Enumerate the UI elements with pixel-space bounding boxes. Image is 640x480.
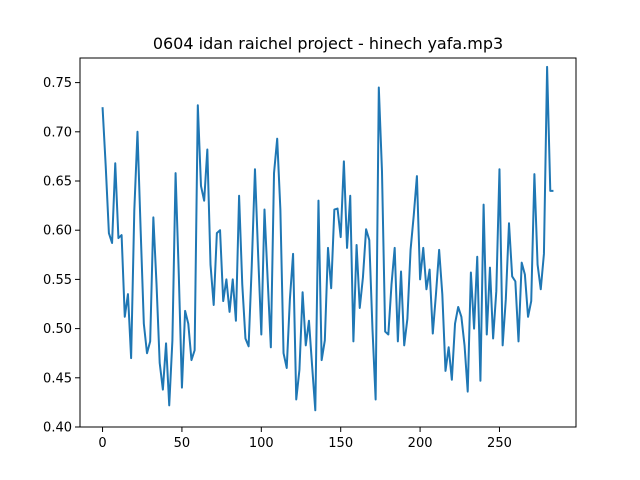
x-tick-label: 150 xyxy=(328,436,353,451)
y-tick-label: 0.50 xyxy=(43,322,72,337)
y-tick-label: 0.40 xyxy=(43,421,72,436)
plot-area xyxy=(101,65,554,412)
series-line-0 xyxy=(101,65,554,412)
x-tick-label: 200 xyxy=(408,436,433,451)
y-tick-label: 0.60 xyxy=(43,224,72,239)
y-tick-label: 0.45 xyxy=(43,371,72,386)
axes-frame xyxy=(79,57,577,428)
chart-title: 0604 idan raichel project - hinech yafa.… xyxy=(153,34,503,53)
x-tick-label: 100 xyxy=(249,436,274,451)
y-tick-label: 0.70 xyxy=(43,125,72,140)
x-tick-label: 0 xyxy=(98,436,106,451)
y-tick-label: 0.55 xyxy=(43,273,72,288)
y-tick-label: 0.65 xyxy=(43,175,72,190)
x-tick-label: 250 xyxy=(487,436,512,451)
x-tick-label: 50 xyxy=(174,436,191,451)
y-axis: 0.40 0.45 0.50 0.55 0.60 0.65 0.70 0.75 xyxy=(43,76,80,436)
y-tick-label: 0.75 xyxy=(43,76,72,91)
x-axis: 0 50 100 150 200 250 xyxy=(98,427,512,451)
